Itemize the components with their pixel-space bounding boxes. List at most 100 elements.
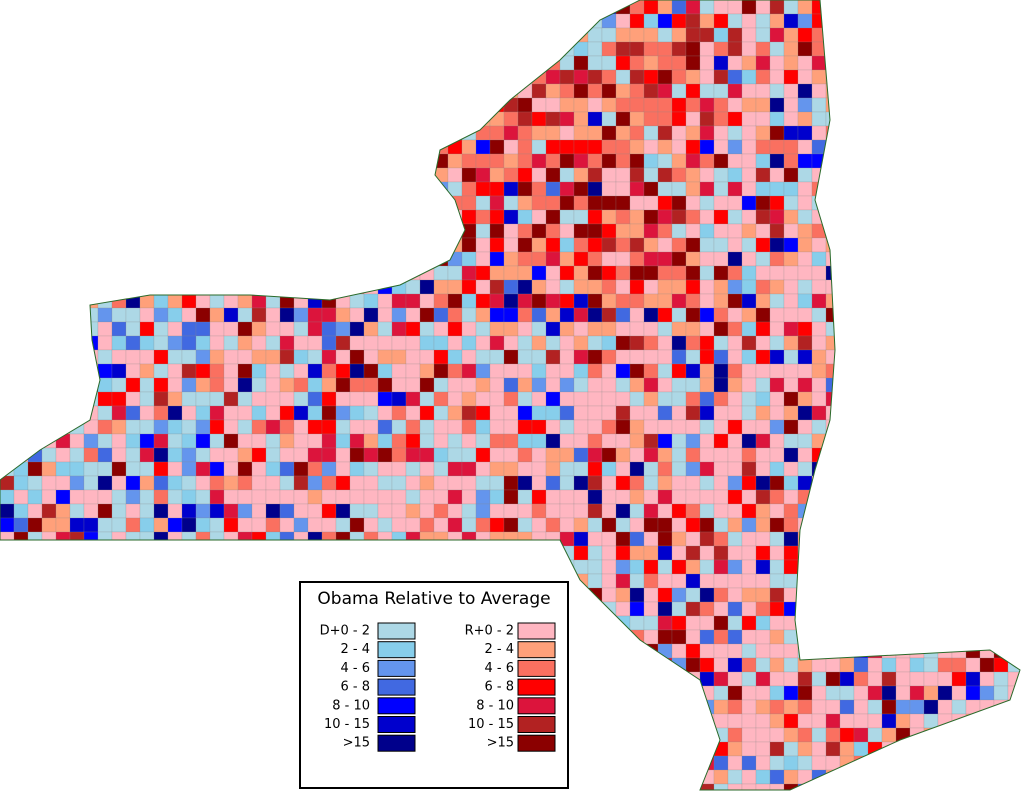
precinct	[685, 237, 701, 253]
precinct	[699, 615, 715, 631]
precinct	[489, 559, 505, 575]
precinct	[167, 755, 183, 771]
precinct	[727, 349, 743, 365]
precinct	[797, 0, 813, 15]
precinct	[867, 251, 883, 267]
precinct	[881, 433, 897, 449]
precinct	[951, 83, 967, 99]
precinct	[769, 0, 785, 15]
precinct	[363, 209, 379, 225]
precinct	[839, 181, 855, 197]
precinct	[699, 195, 715, 211]
precinct	[125, 405, 141, 421]
precinct	[923, 125, 939, 141]
precinct	[573, 111, 589, 127]
precinct	[237, 531, 253, 547]
precinct	[405, 433, 421, 449]
precinct	[293, 321, 309, 337]
precinct	[713, 657, 729, 673]
precinct	[475, 475, 491, 491]
precinct	[629, 545, 645, 561]
precinct	[965, 377, 981, 393]
precinct	[699, 139, 715, 155]
precinct	[181, 237, 197, 253]
precinct	[713, 545, 729, 561]
precinct	[377, 223, 393, 239]
precinct	[895, 405, 911, 421]
precinct	[167, 769, 183, 785]
precinct	[937, 489, 953, 505]
precinct	[727, 111, 743, 127]
precinct	[237, 433, 253, 449]
precinct	[195, 321, 211, 337]
precinct	[629, 391, 645, 407]
precinct	[979, 475, 995, 491]
precinct	[195, 307, 211, 323]
precinct	[83, 671, 99, 687]
precinct	[13, 293, 29, 309]
precinct	[321, 209, 337, 225]
precinct	[181, 223, 197, 239]
precinct	[965, 307, 981, 323]
precinct	[83, 27, 99, 43]
precinct	[97, 321, 113, 337]
precinct	[643, 769, 659, 785]
precinct	[909, 433, 925, 449]
precinct	[69, 237, 85, 253]
precinct	[951, 391, 967, 407]
precinct	[97, 251, 113, 267]
precinct	[181, 153, 197, 169]
precinct	[223, 153, 239, 169]
precinct	[685, 503, 701, 519]
precinct	[181, 755, 197, 771]
precinct	[559, 265, 575, 281]
precinct	[139, 671, 155, 687]
precinct	[797, 195, 813, 211]
precinct	[111, 83, 127, 99]
precinct	[321, 531, 337, 547]
precinct	[741, 307, 757, 323]
precinct	[55, 517, 71, 533]
precinct	[769, 783, 785, 790]
precinct	[797, 671, 813, 687]
precinct	[517, 237, 533, 253]
precinct	[139, 657, 155, 673]
precinct	[181, 265, 197, 281]
precinct	[97, 69, 113, 85]
precinct	[615, 769, 631, 785]
precinct	[587, 713, 603, 729]
precinct	[279, 111, 295, 127]
precinct	[517, 545, 533, 561]
precinct	[643, 391, 659, 407]
precinct	[741, 559, 757, 575]
precinct	[587, 489, 603, 505]
precinct	[909, 167, 925, 183]
precinct	[797, 55, 813, 71]
precinct	[209, 153, 225, 169]
precinct	[587, 433, 603, 449]
precinct	[181, 419, 197, 435]
precinct	[895, 209, 911, 225]
precinct	[27, 433, 43, 449]
precinct	[447, 335, 463, 351]
precinct	[461, 433, 477, 449]
precinct	[209, 293, 225, 309]
precinct	[321, 83, 337, 99]
precinct	[615, 83, 631, 99]
precinct	[27, 195, 43, 211]
precinct	[853, 0, 869, 15]
precinct	[587, 755, 603, 771]
precinct	[685, 601, 701, 617]
precinct	[391, 307, 407, 323]
precinct	[713, 139, 729, 155]
precinct	[27, 335, 43, 351]
precinct	[111, 727, 127, 743]
precinct	[195, 615, 211, 631]
precinct	[55, 111, 71, 127]
precinct	[391, 97, 407, 113]
precinct	[769, 363, 785, 379]
precinct	[503, 377, 519, 393]
precinct	[853, 783, 869, 790]
precinct	[909, 265, 925, 281]
precinct	[237, 83, 253, 99]
